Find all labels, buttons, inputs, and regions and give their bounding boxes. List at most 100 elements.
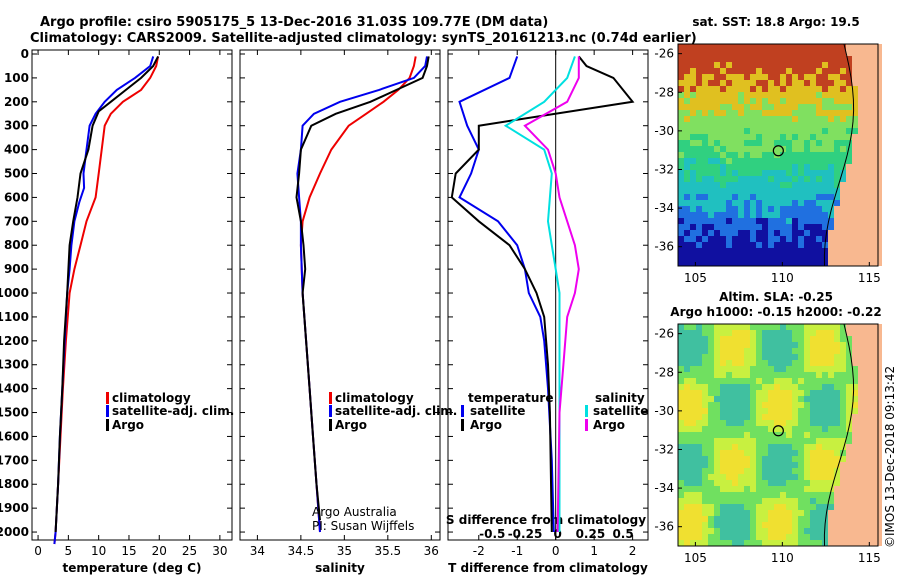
map-cell	[798, 74, 804, 80]
map-cell	[804, 170, 810, 176]
map-cell	[870, 218, 876, 224]
map-cell	[690, 516, 696, 522]
map-cell	[678, 540, 684, 546]
map-cell	[822, 402, 828, 408]
map-cell	[702, 212, 708, 218]
map-cell	[876, 170, 882, 176]
series-climatology	[299, 56, 417, 533]
map-cell	[708, 98, 714, 104]
map-cell	[810, 146, 816, 152]
map-cell	[798, 366, 804, 372]
map-cell	[810, 158, 816, 164]
y-tick-label: -32	[654, 442, 674, 456]
map-cell	[876, 212, 882, 218]
map-cell	[792, 498, 798, 504]
map-cell	[696, 254, 702, 260]
map-cell	[708, 522, 714, 528]
map-cell	[870, 140, 876, 146]
map-cell	[726, 206, 732, 212]
map-cell	[876, 378, 882, 384]
map-cell	[876, 324, 882, 330]
map-cell	[798, 50, 804, 56]
map-cell	[840, 420, 846, 426]
map-cell	[714, 128, 720, 134]
map-cell	[828, 212, 834, 218]
map-cell	[870, 330, 876, 336]
map-cell	[684, 480, 690, 486]
map-cell	[738, 348, 744, 354]
map-cell	[720, 110, 726, 116]
map-cell	[744, 224, 750, 230]
map-cell	[840, 534, 846, 540]
map-cell	[708, 360, 714, 366]
map-cell	[738, 450, 744, 456]
map-cell	[696, 188, 702, 194]
map-cell	[714, 104, 720, 110]
map-cell	[678, 360, 684, 366]
map-cell	[762, 56, 768, 62]
map-cell	[702, 396, 708, 402]
map-cell	[738, 230, 744, 236]
map-cell	[834, 474, 840, 480]
map-cell	[750, 62, 756, 68]
map-cell	[852, 230, 858, 236]
map-cell	[714, 236, 720, 242]
map-cell	[792, 396, 798, 402]
map-cell	[696, 396, 702, 402]
map-cell	[792, 354, 798, 360]
map-cell	[876, 384, 882, 390]
map-cell	[828, 170, 834, 176]
map-cell	[792, 474, 798, 480]
map-cell	[756, 152, 762, 158]
map-cell	[762, 140, 768, 146]
map-cell	[738, 128, 744, 134]
map-cell	[774, 336, 780, 342]
map-cell	[786, 44, 792, 50]
map-cell	[810, 254, 816, 260]
map-cell	[732, 158, 738, 164]
map-cell	[822, 348, 828, 354]
map-cell	[708, 86, 714, 92]
map-cell	[756, 164, 762, 170]
map-cell	[840, 492, 846, 498]
map-cell	[804, 528, 810, 534]
map-cell	[708, 342, 714, 348]
map-cell	[726, 534, 732, 540]
map-cell	[714, 122, 720, 128]
map-cell	[798, 360, 804, 366]
map-cell	[768, 62, 774, 68]
map-cell	[798, 438, 804, 444]
map-cell	[756, 218, 762, 224]
map-cell	[858, 242, 864, 248]
map-cell	[786, 492, 792, 498]
map-cell	[774, 242, 780, 248]
map-cell	[702, 116, 708, 122]
y-tick-label: 400	[4, 143, 29, 157]
map-cell	[720, 462, 726, 468]
map-cell	[750, 510, 756, 516]
map-cell	[804, 164, 810, 170]
map-cell	[834, 540, 840, 546]
map-cell	[780, 194, 786, 200]
map-cell	[816, 468, 822, 474]
map-cell	[756, 510, 762, 516]
map-cell	[786, 188, 792, 194]
map-cell	[876, 498, 882, 504]
map-cell	[804, 504, 810, 510]
map-cell	[726, 218, 732, 224]
map-cell	[708, 438, 714, 444]
map-cell	[804, 354, 810, 360]
map-cell	[804, 152, 810, 158]
map-cell	[744, 432, 750, 438]
map-cell	[744, 116, 750, 122]
map-cell	[840, 92, 846, 98]
map-cell	[804, 498, 810, 504]
map-cell	[840, 260, 846, 266]
map-cell	[756, 468, 762, 474]
map-cell	[726, 212, 732, 218]
map-cell	[810, 492, 816, 498]
map-cell	[804, 56, 810, 62]
map-cell	[702, 218, 708, 224]
map-cell	[840, 146, 846, 152]
map-cell	[792, 372, 798, 378]
